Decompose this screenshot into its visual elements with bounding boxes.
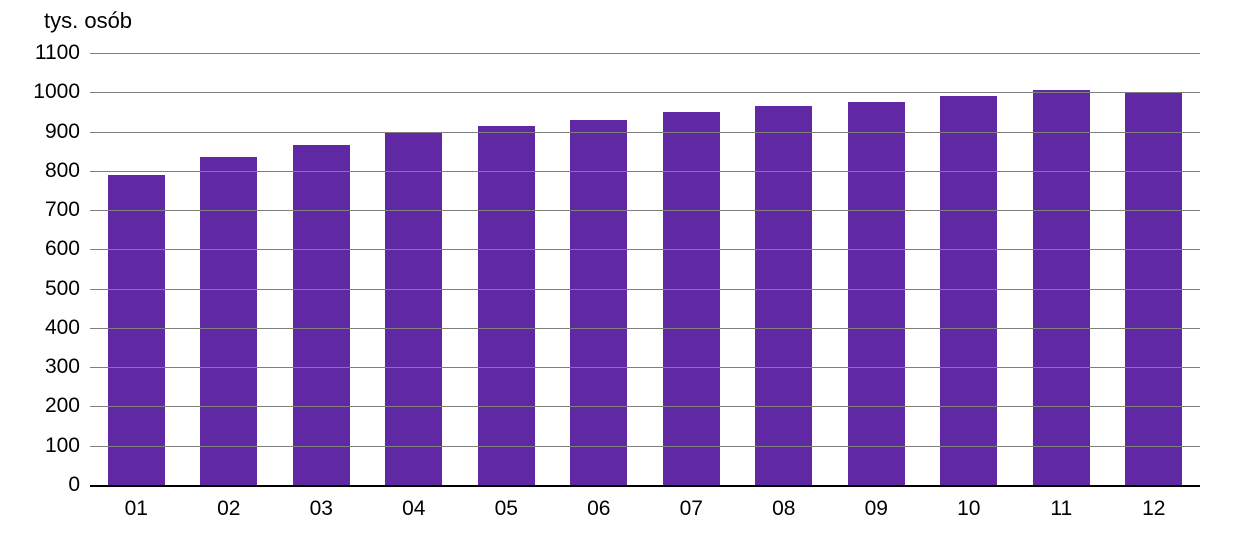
bar bbox=[755, 106, 812, 485]
gridline bbox=[90, 485, 1200, 487]
y-tick-label: 900 bbox=[45, 120, 90, 144]
x-tick-label: 10 bbox=[957, 485, 980, 521]
x-tick-label: 09 bbox=[865, 485, 888, 521]
x-tick-label: 04 bbox=[402, 485, 425, 521]
bar bbox=[478, 126, 535, 485]
y-tick-label: 1000 bbox=[33, 80, 90, 104]
gridline bbox=[90, 289, 1200, 290]
bar bbox=[108, 175, 165, 485]
bar bbox=[570, 120, 627, 485]
x-tick-label: 02 bbox=[217, 485, 240, 521]
y-tick-label: 800 bbox=[45, 159, 90, 183]
x-tick-label: 03 bbox=[310, 485, 333, 521]
x-tick-label: 07 bbox=[680, 485, 703, 521]
gridline bbox=[90, 406, 1200, 407]
gridline bbox=[90, 53, 1200, 54]
y-tick-label: 600 bbox=[45, 237, 90, 261]
y-axis-title: tys. osób bbox=[44, 8, 132, 34]
gridline bbox=[90, 249, 1200, 250]
y-tick-label: 1100 bbox=[35, 41, 90, 65]
y-tick-label: 700 bbox=[45, 198, 90, 222]
gridline bbox=[90, 210, 1200, 211]
bars-layer bbox=[90, 53, 1200, 485]
y-tick-label: 300 bbox=[45, 355, 90, 379]
gridline bbox=[90, 446, 1200, 447]
bar bbox=[663, 112, 720, 485]
x-tick-label: 11 bbox=[1050, 485, 1072, 521]
gridline bbox=[90, 328, 1200, 329]
y-tick-label: 100 bbox=[45, 434, 90, 458]
bar bbox=[293, 145, 350, 485]
x-tick-label: 06 bbox=[587, 485, 610, 521]
x-tick-label: 12 bbox=[1142, 485, 1165, 521]
gridline bbox=[90, 171, 1200, 172]
bar bbox=[385, 132, 442, 485]
bar bbox=[848, 102, 905, 485]
y-tick-label: 200 bbox=[45, 394, 90, 418]
gridline bbox=[90, 367, 1200, 368]
y-tick-label: 0 bbox=[68, 473, 90, 497]
bar bbox=[940, 96, 997, 485]
plot-area: 0100200300400500600700800900100011000102… bbox=[90, 53, 1200, 485]
bar bbox=[200, 157, 257, 485]
x-tick-label: 01 bbox=[125, 485, 148, 521]
chart-container: tys. osób 010020030040050060070080090010… bbox=[0, 0, 1233, 539]
gridline bbox=[90, 92, 1200, 93]
y-tick-label: 400 bbox=[45, 316, 90, 340]
x-tick-label: 05 bbox=[495, 485, 518, 521]
y-tick-label: 500 bbox=[45, 277, 90, 301]
x-tick-label: 08 bbox=[772, 485, 795, 521]
gridline bbox=[90, 132, 1200, 133]
